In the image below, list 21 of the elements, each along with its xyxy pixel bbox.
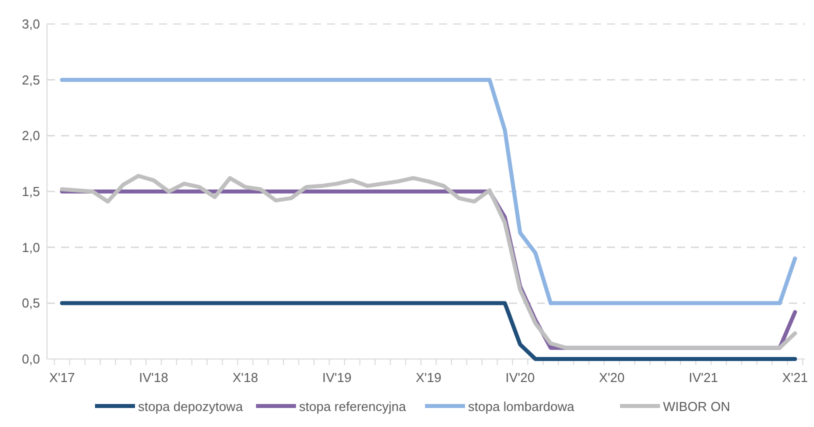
x-tick-label: X'20	[598, 370, 625, 385]
legend-label: WIBOR ON	[663, 399, 730, 414]
y-tick-label: 0,0	[22, 352, 40, 367]
legend-label: stopa depozytowa	[138, 399, 244, 414]
y-tick-label: 0,5	[22, 296, 40, 311]
legend-label: stopa lombardowa	[468, 399, 575, 414]
x-tick-label: IV'19	[322, 370, 352, 385]
y-tick-label: 3,0	[22, 16, 40, 32]
line-series	[60, 78, 797, 306]
x-tick-label: X'19	[416, 370, 442, 385]
x-tick-label: IV'21	[688, 370, 718, 385]
legend-label: stopa referencyjna	[299, 399, 407, 414]
y-tick-label: 2,0	[22, 128, 40, 144]
y-tick-label: 2,5	[22, 72, 40, 88]
x-tick-label: IV'20	[506, 370, 535, 385]
x-tick-label: X'17	[49, 370, 75, 385]
x-tick-label: IV'18	[139, 370, 168, 385]
x-tick-label: X'18	[232, 370, 258, 385]
x-tick-label: X'21	[782, 370, 808, 385]
y-tick-label: 1,0	[22, 240, 40, 255]
y-tick-label: 1,5	[22, 184, 40, 200]
